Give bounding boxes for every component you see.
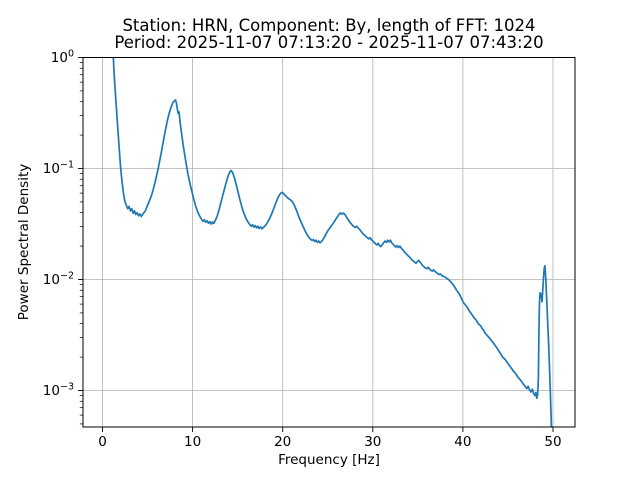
x-tick-label: 50: [544, 434, 561, 450]
y-tick-label: 10−1: [43, 160, 74, 178]
chart-title-line-1: Station: HRN, Component: By, length of F…: [122, 16, 535, 35]
ticks-layer: [78, 57, 554, 432]
y-tick-label: 10−3: [43, 382, 74, 400]
y-tick-label: 10−2: [43, 271, 74, 289]
y-tick-label: 100: [51, 49, 74, 67]
chart-title-line-2: Period: 2025-11-07 07:13:20 - 2025-11-07…: [114, 33, 543, 52]
x-axis-label: Frequency [Hz]: [278, 452, 380, 468]
x-tick-label: 10: [184, 434, 201, 450]
x-tick-label: 20: [274, 434, 291, 450]
x-tick-label: 30: [364, 434, 381, 450]
y-axis-label: Power Spectral Density: [16, 164, 32, 320]
psd-curve: [112, 57, 553, 427]
tick-labels-layer: 0 10 20 30 40 50 100 10−1 10−2 10−3: [43, 49, 562, 451]
axes-border: [82, 57, 576, 428]
x-tick-label: 0: [98, 434, 107, 450]
x-tick-label: 40: [454, 434, 471, 450]
